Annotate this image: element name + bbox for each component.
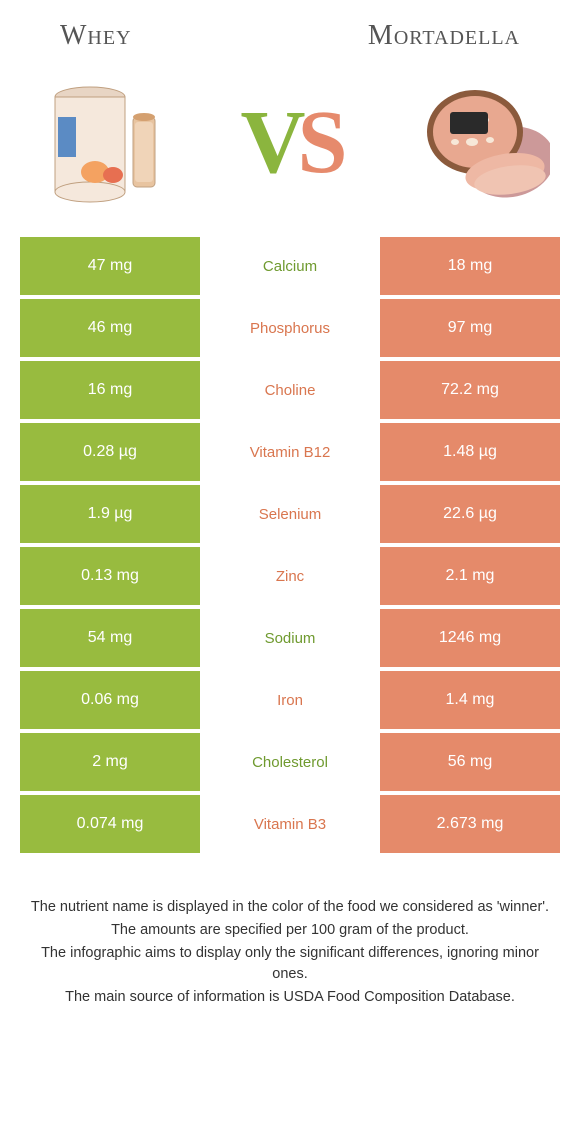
nutrient-name: Selenium [200, 485, 380, 543]
vs-s: S [297, 93, 339, 192]
left-value: 2 mg [20, 733, 200, 791]
mortadella-icon [390, 72, 550, 212]
table-row: 0.074 mgVitamin B32.673 mg [20, 795, 560, 853]
left-value: 47 mg [20, 237, 200, 295]
left-value: 0.13 mg [20, 547, 200, 605]
right-value: 18 mg [380, 237, 560, 295]
left-value: 0.28 µg [20, 423, 200, 481]
nutrient-name: Choline [200, 361, 380, 419]
right-value: 56 mg [380, 733, 560, 791]
right-value: 1246 mg [380, 609, 560, 667]
right-value: 2.1 mg [380, 547, 560, 605]
table-row: 0.06 mgIron1.4 mg [20, 671, 560, 729]
nutrient-name: Iron [200, 671, 380, 729]
left-value: 0.06 mg [20, 671, 200, 729]
left-value: 0.074 mg [20, 795, 200, 853]
nutrient-name: Vitamin B12 [200, 423, 380, 481]
nutrient-name: Vitamin B3 [200, 795, 380, 853]
comparison-table: 47 mgCalcium18 mg46 mgPhosphorus97 mg16 … [0, 237, 580, 853]
right-food-title: Mortadella [368, 20, 520, 52]
right-value: 1.48 µg [380, 423, 560, 481]
left-value: 46 mg [20, 299, 200, 357]
nutrient-name: Zinc [200, 547, 380, 605]
footer-notes: The nutrient name is displayed in the co… [0, 857, 580, 1008]
header: Whey Mortadella [0, 0, 580, 57]
right-value: 1.4 mg [380, 671, 560, 729]
right-value: 97 mg [380, 299, 560, 357]
vs-v: V [240, 93, 297, 192]
nutrient-name: Calcium [200, 237, 380, 295]
footer-line-3: The infographic aims to display only the… [30, 943, 550, 985]
table-row: 16 mgCholine72.2 mg [20, 361, 560, 419]
table-row: 1.9 µgSelenium22.6 µg [20, 485, 560, 543]
right-value: 2.673 mg [380, 795, 560, 853]
footer-line-2: The amounts are specified per 100 gram o… [30, 920, 550, 941]
nutrient-name: Cholesterol [200, 733, 380, 791]
table-row: 46 mgPhosphorus97 mg [20, 299, 560, 357]
table-row: 0.28 µgVitamin B121.48 µg [20, 423, 560, 481]
table-row: 2 mgCholesterol56 mg [20, 733, 560, 791]
table-row: 47 mgCalcium18 mg [20, 237, 560, 295]
left-value: 54 mg [20, 609, 200, 667]
nutrient-name: Sodium [200, 609, 380, 667]
table-row: 54 mgSodium1246 mg [20, 609, 560, 667]
right-value: 22.6 µg [380, 485, 560, 543]
left-value: 16 mg [20, 361, 200, 419]
right-value: 72.2 mg [380, 361, 560, 419]
images-row: VS [0, 57, 580, 237]
nutrient-name: Phosphorus [200, 299, 380, 357]
vs-label: VS [240, 91, 339, 194]
table-row: 0.13 mgZinc2.1 mg [20, 547, 560, 605]
left-food-title: Whey [60, 20, 132, 52]
footer-line-4: The main source of information is USDA F… [30, 987, 550, 1008]
footer-line-1: The nutrient name is displayed in the co… [30, 897, 550, 918]
left-value: 1.9 µg [20, 485, 200, 543]
mortadella-image [390, 67, 550, 217]
whey-image [30, 67, 190, 217]
whey-icon [35, 67, 185, 217]
